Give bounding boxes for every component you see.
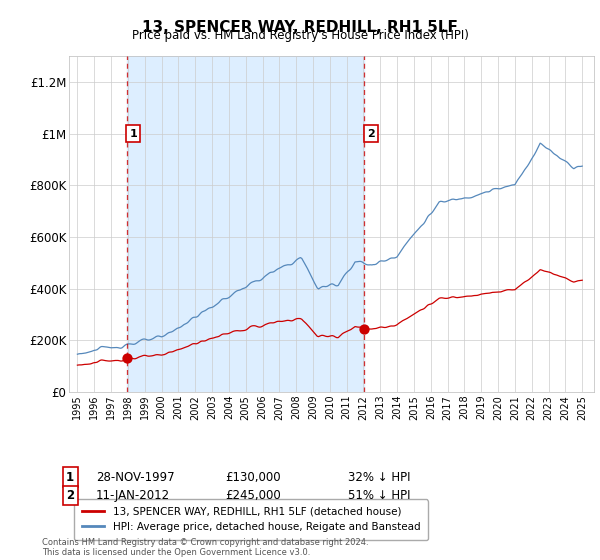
Text: 28-NOV-1997: 28-NOV-1997	[96, 470, 175, 484]
Bar	[127, 56, 364, 392]
Text: 11-JAN-2012: 11-JAN-2012	[96, 489, 170, 502]
Text: 32% ↓ HPI: 32% ↓ HPI	[348, 470, 410, 484]
Text: 13, SPENCER WAY, REDHILL, RH1 5LF: 13, SPENCER WAY, REDHILL, RH1 5LF	[142, 20, 458, 35]
Text: 2: 2	[66, 489, 74, 502]
Point	[122, 354, 131, 363]
Text: Price paid vs. HM Land Registry's House Price Index (HPI): Price paid vs. HM Land Registry's House …	[131, 29, 469, 42]
Text: 2: 2	[367, 129, 375, 138]
Text: £245,000: £245,000	[225, 489, 281, 502]
Text: £130,000: £130,000	[225, 470, 281, 484]
Text: 1: 1	[66, 470, 74, 484]
Legend: 13, SPENCER WAY, REDHILL, RH1 5LF (detached house), HPI: Average price, detached: 13, SPENCER WAY, REDHILL, RH1 5LF (detac…	[74, 500, 428, 540]
Text: 51% ↓ HPI: 51% ↓ HPI	[348, 489, 410, 502]
Text: 1: 1	[130, 129, 137, 138]
Text: Contains HM Land Registry data © Crown copyright and database right 2024.
This d: Contains HM Land Registry data © Crown c…	[42, 538, 368, 557]
Point	[359, 324, 369, 333]
